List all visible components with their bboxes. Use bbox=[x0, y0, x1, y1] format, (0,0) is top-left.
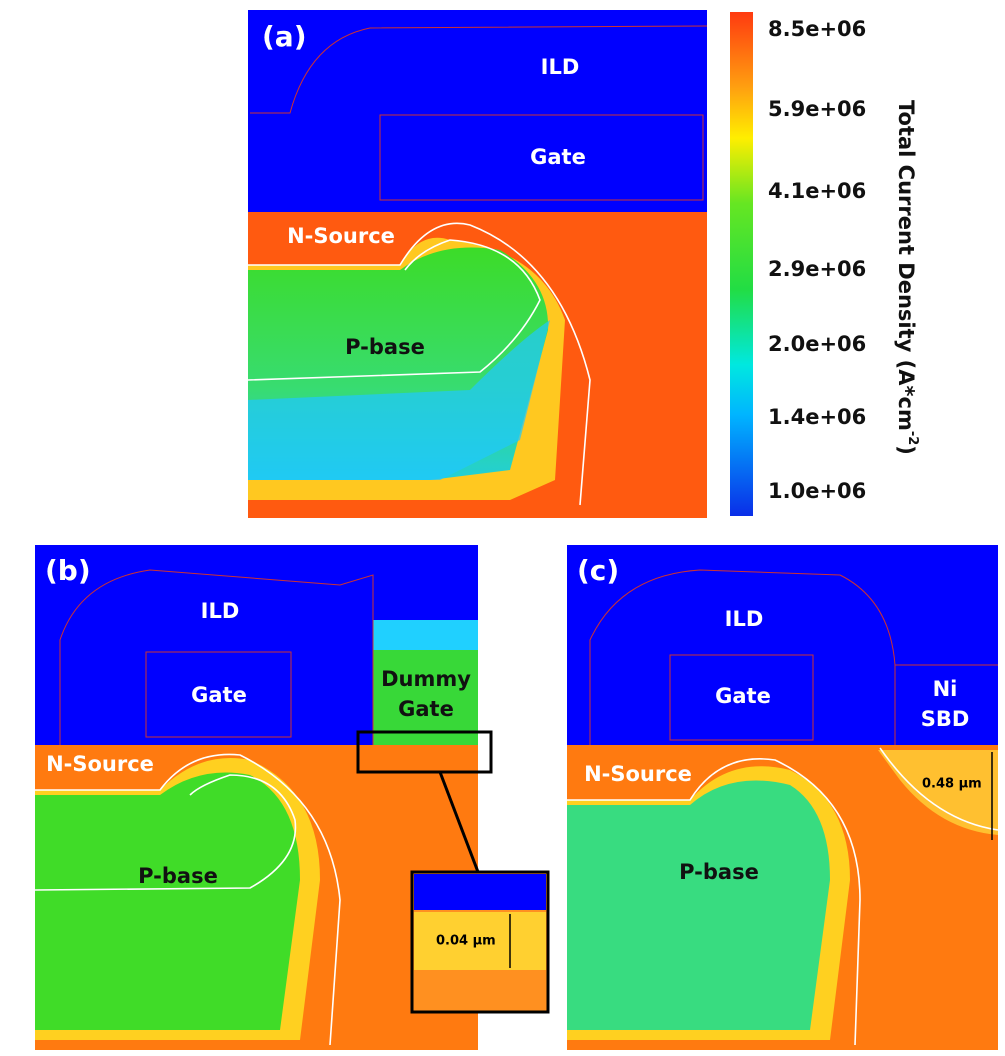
panel-c: (c) ILD Gate Ni SBD N-Source P-base 0.48… bbox=[567, 545, 999, 1050]
colorbar bbox=[730, 12, 753, 516]
region-label: P-base bbox=[679, 860, 759, 884]
panel-a: (a) ILD Gate N-Source P-base bbox=[247, 10, 708, 518]
region-label: N-Source bbox=[584, 762, 692, 786]
region-label: ILD bbox=[201, 599, 240, 623]
region-label: Gate bbox=[191, 683, 247, 707]
region-label: N-Source bbox=[46, 752, 154, 776]
dimension-label: 0.04 μm bbox=[436, 934, 496, 949]
title-sup: -2 bbox=[906, 431, 921, 445]
title-text: Total Current Density (A*cm bbox=[894, 100, 918, 431]
colorbar-ticks: 8.5e+06 5.9e+06 4.1e+06 2.9e+06 2.0e+06 … bbox=[768, 17, 866, 503]
tick-label: 1.4e+06 bbox=[768, 405, 866, 429]
region-label: ILD bbox=[725, 607, 764, 631]
title-text: ) bbox=[894, 445, 918, 455]
region-label: P-base bbox=[138, 864, 218, 888]
panel-b: (b) ILD Gate Dummy Gate N-Source P-base … bbox=[34, 545, 550, 1050]
panel-label: (c) bbox=[577, 554, 619, 587]
region-label: Gate bbox=[398, 697, 454, 721]
tick-label: 2.0e+06 bbox=[768, 332, 866, 356]
tick-label: 5.9e+06 bbox=[768, 97, 866, 121]
tick-label: 8.5e+06 bbox=[768, 17, 866, 41]
tick-label: 2.9e+06 bbox=[768, 257, 866, 281]
panel-label: (a) bbox=[262, 20, 307, 53]
region-label: Gate bbox=[715, 684, 771, 708]
region-label: Ni bbox=[933, 677, 958, 701]
region-label: Dummy bbox=[381, 667, 471, 691]
tick-label: 4.1e+06 bbox=[768, 179, 866, 203]
dimension-label: 0.48 μm bbox=[922, 777, 982, 792]
region-label: P-base bbox=[345, 335, 425, 359]
tick-label: 1.0e+06 bbox=[768, 479, 866, 503]
region-label: Gate bbox=[530, 145, 586, 169]
panel-label: (b) bbox=[45, 554, 91, 587]
region-label: N-Source bbox=[287, 224, 395, 248]
region-label: ILD bbox=[541, 55, 580, 79]
colorbar-title: Total Current Density (A*cm-2) bbox=[894, 100, 921, 455]
region-label: SBD bbox=[921, 707, 970, 731]
